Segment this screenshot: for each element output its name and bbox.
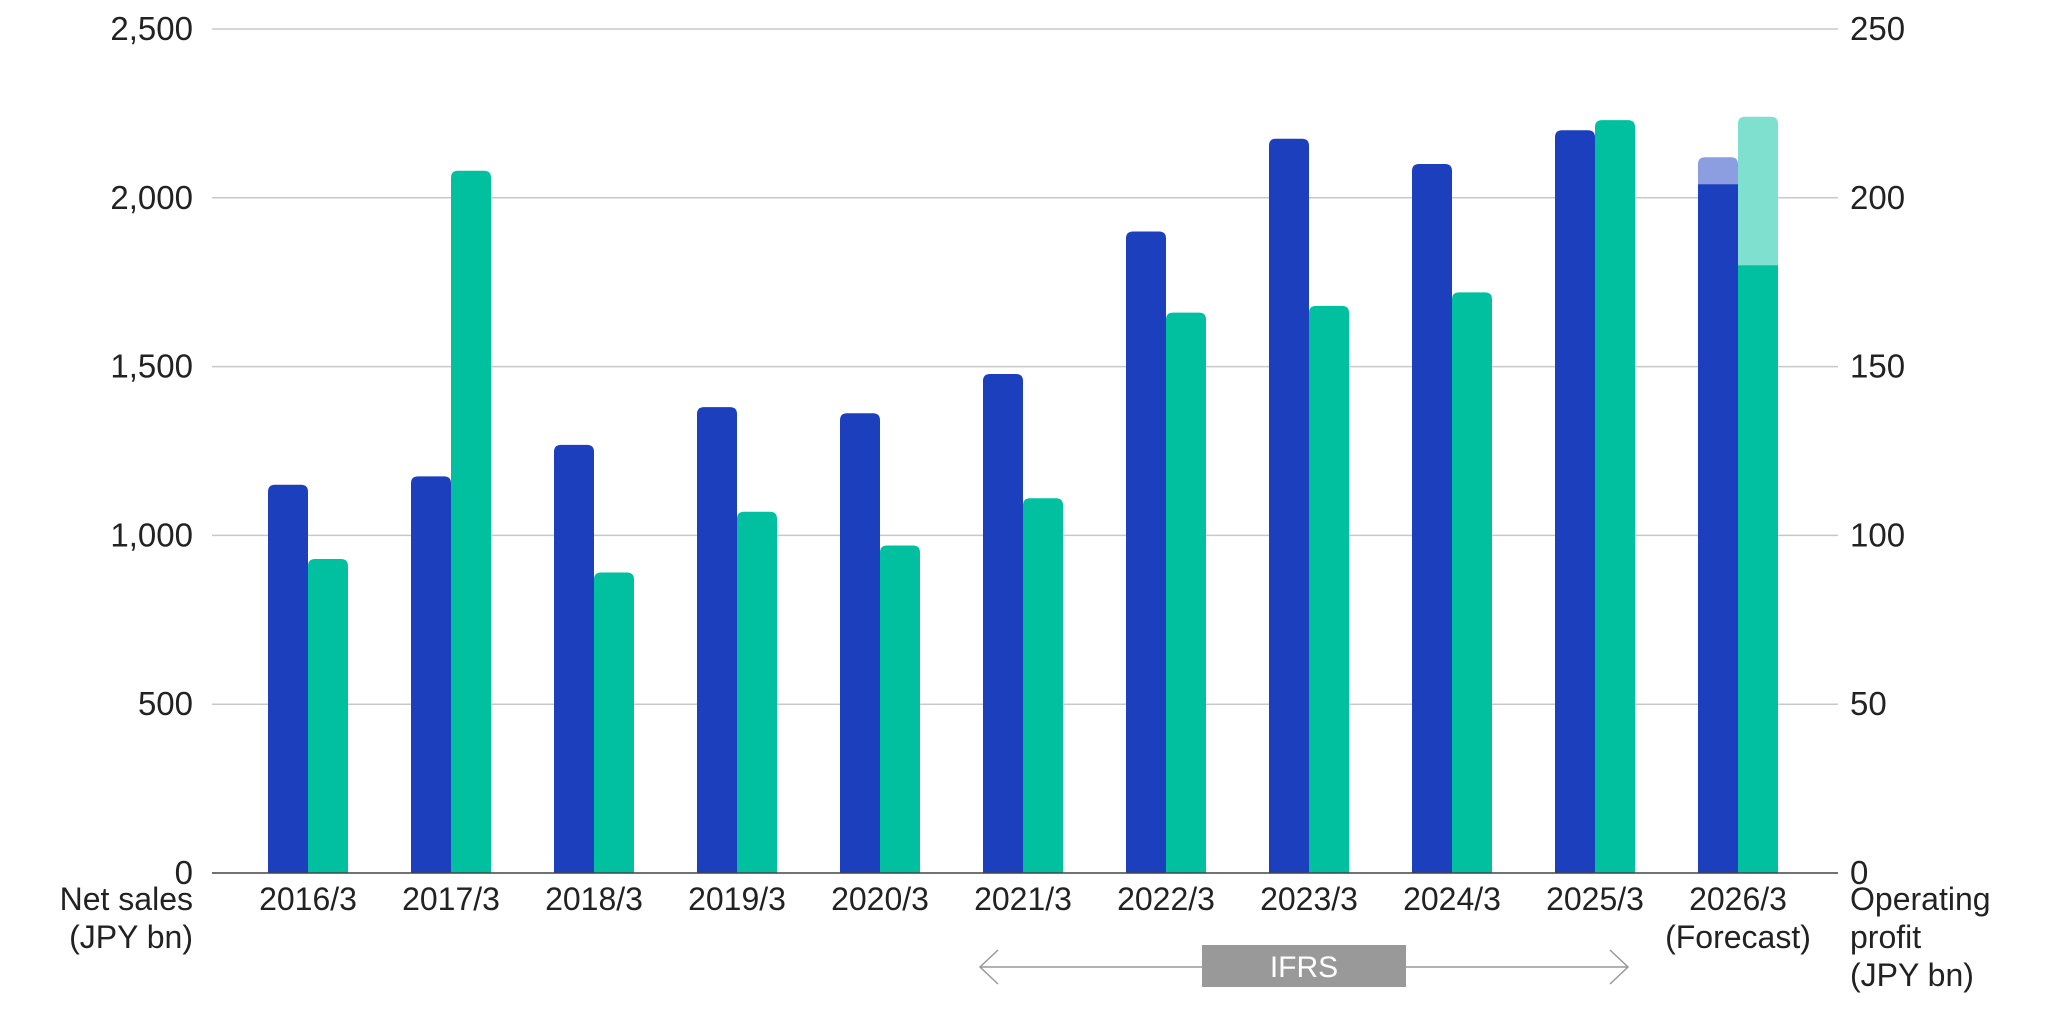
operating-profit-bar xyxy=(1309,305,1349,873)
left-tick-label: 2,000 xyxy=(110,179,193,216)
operating-profit-bar xyxy=(451,170,491,874)
operating-profit-bar xyxy=(737,511,777,873)
ifrs-label-box xyxy=(1202,945,1406,987)
left-axis-title-line2: (JPY bn) xyxy=(69,919,193,955)
operating-profit-bar-forecast-base xyxy=(1738,265,1778,873)
right-tick-label: 150 xyxy=(1850,348,1905,385)
left-tick-label: 2,500 xyxy=(110,10,193,47)
right-tick-label: 100 xyxy=(1850,516,1905,553)
net-sales-bar xyxy=(840,413,880,873)
ifrs-label: IFRS xyxy=(1270,951,1338,984)
right-tick-label: 0 xyxy=(1850,854,1868,891)
operating-profit-bar xyxy=(594,572,634,873)
operating-profit-bar xyxy=(308,559,348,873)
ifrs-arrow-left-head xyxy=(978,949,999,985)
right-axis-title-line3: (JPY bn) xyxy=(1850,957,1974,993)
left-tick-label: 500 xyxy=(138,685,193,722)
right-axis-title-line1: Operating xyxy=(1850,881,1991,917)
left-axis-title-line1: Net sales xyxy=(60,881,193,917)
x-axis-categories: 2016/3 2017/3 2018/3 2019/3 2020/3 2021/3 2022… xyxy=(259,881,1811,955)
category-label: 2022/3 xyxy=(1117,881,1215,917)
category-label: 2025/3 xyxy=(1546,881,1644,917)
category-sublabel: (Forecast) xyxy=(1665,919,1811,955)
left-y-axis-ticks: 2,500 2,000 1,500 1,000 500 0 xyxy=(110,10,193,891)
category-label: 2017/3 xyxy=(402,881,500,917)
net-sales-bar xyxy=(983,374,1023,873)
net-sales-bar xyxy=(697,407,737,873)
right-y-axis-ticks: 250 200 150 100 50 0 xyxy=(1850,10,1905,891)
category-label: 2018/3 xyxy=(545,881,643,917)
operating-profit-bar xyxy=(880,545,920,873)
operating-profit-bar xyxy=(1595,120,1635,874)
net-sales-bar-forecast-base xyxy=(1698,184,1738,873)
ifrs-arrow-right-head xyxy=(1609,949,1630,985)
category-label: 2020/3 xyxy=(831,881,929,917)
net-sales-bar xyxy=(1269,138,1309,874)
left-tick-label: 1,000 xyxy=(110,516,193,553)
category-label: 2016/3 xyxy=(259,881,357,917)
right-axis-title-line2: profit xyxy=(1850,919,1921,955)
net-sales-bar xyxy=(1555,130,1595,873)
right-tick-label: 200 xyxy=(1850,179,1905,216)
ifrs-annotation: IFRS xyxy=(978,945,1630,987)
net-sales-bar xyxy=(554,444,594,873)
net-sales-bar xyxy=(268,484,308,873)
category-label: 2019/3 xyxy=(688,881,786,917)
operating-profit-bar xyxy=(1166,312,1206,874)
left-tick-label: 0 xyxy=(175,854,193,891)
category-label: 2023/3 xyxy=(1260,881,1358,917)
left-tick-label: 1,500 xyxy=(110,348,193,385)
bars xyxy=(268,116,1778,874)
category-label: 2021/3 xyxy=(974,881,1072,917)
net-sales-bar xyxy=(1412,164,1452,874)
right-tick-label: 250 xyxy=(1850,10,1905,47)
operating-profit-bar xyxy=(1452,292,1492,873)
net-sales-bar xyxy=(1126,231,1166,873)
operating-profit-bar xyxy=(1023,498,1063,873)
net-sales-bar xyxy=(411,476,451,873)
category-label: 2026/3 xyxy=(1689,881,1787,917)
right-tick-label: 50 xyxy=(1850,685,1887,722)
category-label: 2024/3 xyxy=(1403,881,1501,917)
